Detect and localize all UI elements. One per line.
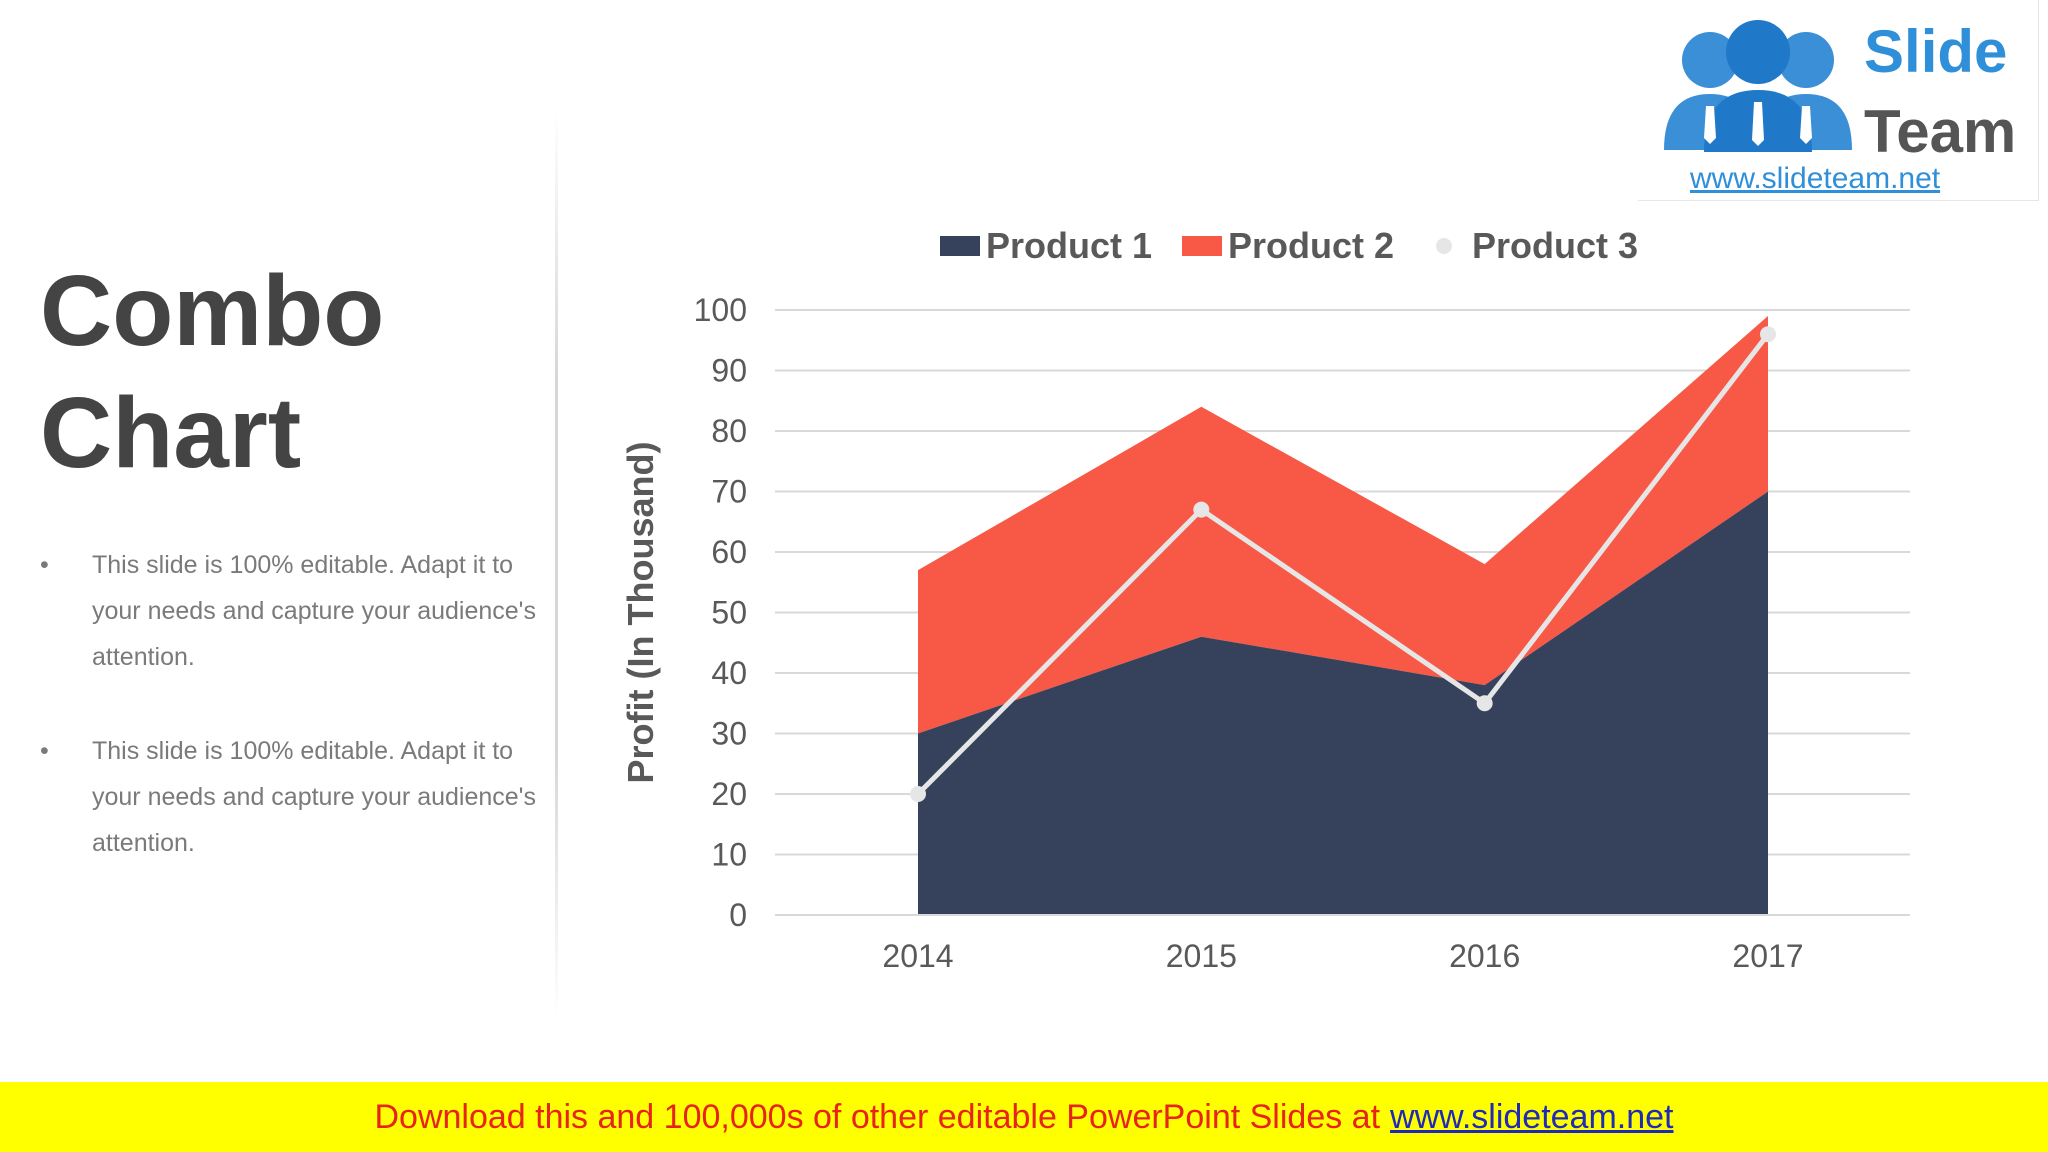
bullet-marker: • — [40, 551, 49, 579]
x-tick-label: 2014 — [882, 938, 953, 974]
bullet-item: • This slide is 100% editable. Adapt it … — [40, 728, 560, 866]
vertical-divider — [555, 110, 558, 1020]
y-tick-label: 100 — [694, 292, 747, 328]
bullet-text: This slide is 100% editable. Adapt it to… — [92, 551, 536, 671]
x-tick-label: 2015 — [1166, 938, 1237, 974]
x-tick-label: 2016 — [1449, 938, 1520, 974]
legend-swatch — [1182, 236, 1222, 256]
bullet-item: • This slide is 100% editable. Adapt it … — [40, 542, 560, 680]
y-tick-label: 0 — [729, 897, 747, 933]
legend-swatch — [1436, 238, 1452, 254]
bullet-list: • This slide is 100% editable. Adapt it … — [40, 542, 560, 914]
banner-link[interactable]: www.slideteam.net — [1390, 1097, 1674, 1136]
y-tick-label: 80 — [711, 413, 747, 449]
slideteam-logo: Slide Team www.slideteam.net — [1638, 0, 2039, 201]
y-tick-label: 30 — [711, 716, 747, 752]
y-tick-label: 40 — [711, 655, 747, 691]
y-tick-label: 20 — [711, 776, 747, 812]
banner-text: Download this and 100,000s of other edit… — [374, 1097, 1381, 1136]
y-tick-label: 10 — [711, 837, 747, 873]
logo-url-link[interactable]: www.slideteam.net — [1690, 162, 1941, 195]
series-product-3-point — [910, 786, 926, 802]
y-tick-label: 60 — [711, 534, 747, 570]
y-tick-label: 50 — [711, 595, 747, 631]
legend-swatch — [940, 236, 980, 256]
y-tick-label: 70 — [711, 474, 747, 510]
series-product-2-area — [918, 316, 1768, 734]
series-product-1-area — [918, 491, 1768, 915]
legend-label: Product 1 — [986, 225, 1152, 266]
series-product-3-point — [1760, 326, 1776, 343]
series-product-3-point — [1476, 695, 1493, 712]
slide-title: Combo Chart — [40, 250, 384, 494]
x-tick-label: 2017 — [1732, 938, 1803, 974]
combo-chart: 0 10 20 30 40 50 60 70 80 90 100 Profit (In Thousan… — [620, 225, 1910, 974]
people-icon — [1664, 20, 1852, 152]
download-banner: Download this and 100,000s of other edit… — [0, 1082, 2048, 1152]
title-line-1: Combo — [40, 255, 385, 367]
legend-label: Product 3 — [1472, 225, 1638, 266]
logo-word-team: Team — [1864, 98, 2017, 165]
logo-word-slide: Slide — [1864, 18, 2008, 85]
legend-label: Product 2 — [1228, 225, 1394, 266]
series-product-3-line — [916, 332, 1770, 796]
y-axis-label: Profit (In Thousand) — [620, 442, 661, 784]
series-product-3-point — [1193, 501, 1210, 518]
title-line-2: Chart — [40, 377, 302, 489]
y-tick-label: 90 — [711, 353, 747, 389]
bullet-marker: • — [40, 737, 49, 765]
bullet-text: This slide is 100% editable. Adapt it to… — [92, 737, 536, 857]
